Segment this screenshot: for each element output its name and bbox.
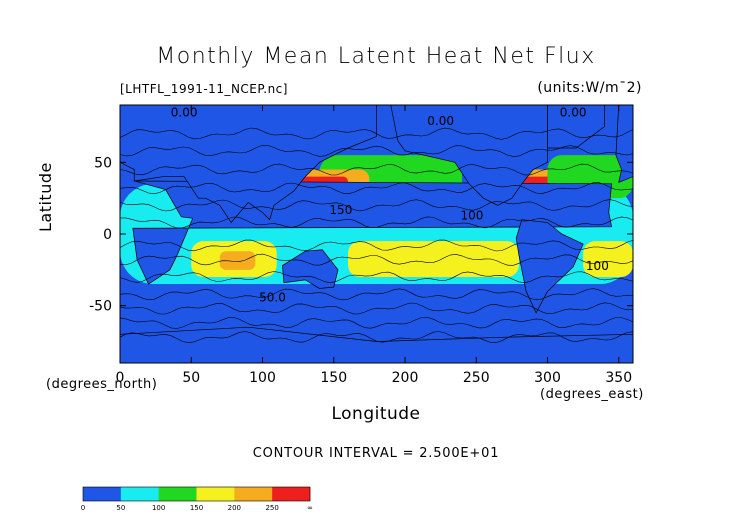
y-tick-label: -50 [89, 299, 112, 315]
y-tick-label: 0 [103, 227, 112, 243]
x-unit-label-right: (degrees_east) [540, 387, 644, 402]
region-south-pacific [348, 241, 519, 277]
colorbar-frame [82, 486, 311, 502]
x-tick-label: 350 [605, 370, 632, 386]
colorbar-tick-label: 250 [265, 504, 278, 512]
region-south-atlantic [583, 241, 633, 277]
contour-line [119, 216, 634, 229]
contour-label: 50.0 [259, 290, 286, 304]
contour-labels: 0.00 0.00 0.00 150 100 100 50.0 [171, 105, 609, 304]
contour-label: 0.00 [560, 105, 587, 119]
x-axis-ticks: 0 50 100 150 200 250 300 350 [116, 105, 632, 386]
colorbar-segment [196, 487, 216, 501]
colorbar-segment [253, 487, 273, 501]
x-tick-label: 150 [320, 370, 347, 386]
region-southern-ocean [120, 284, 633, 320]
colorbar-segment [158, 487, 178, 501]
contour-line [119, 302, 634, 315]
x-axis-label: Longitude [331, 404, 421, 424]
contour-label: 100 [586, 259, 609, 273]
land-australia [282, 249, 339, 289]
x-tick-label: 200 [392, 370, 419, 386]
colorbar-segment [120, 487, 141, 501]
land-masses [119, 104, 634, 364]
colorbar: 0 50 100 150 200 250 ∞ [81, 486, 313, 512]
colorbar-segment [291, 487, 311, 501]
colorbar-segment [83, 487, 103, 501]
contour-line [119, 145, 634, 157]
contour-label: 0.00 [427, 114, 454, 128]
contour-line [119, 239, 634, 252]
file-label: [LHTFL_1991-11_NCEP.nc] [120, 82, 288, 96]
contour-line [119, 317, 634, 329]
x-tick-label: 50 [182, 370, 200, 386]
contour-line [119, 163, 634, 176]
contour-line [119, 331, 634, 344]
colorbar-segment [215, 487, 235, 501]
colorbar-tick-label: 0 [81, 504, 85, 512]
colorbar-tick-label: 200 [228, 504, 241, 512]
contour-line [119, 271, 634, 284]
colorbar-segment [177, 487, 197, 501]
contour-lines [119, 127, 634, 344]
colorbar-tick-label: ∞ [307, 504, 313, 512]
land-south-america [515, 219, 584, 314]
contour-interval-text: CONTOUR INTERVAL = 2.500E+01 [252, 446, 500, 461]
contour-line [119, 253, 634, 266]
y-tick-label: 50 [94, 155, 112, 171]
region-indian-core [219, 251, 256, 270]
x-tick-label: 100 [249, 370, 276, 386]
contour-label: 150 [329, 203, 352, 217]
contour-line [119, 182, 634, 195]
colorbar-segment [101, 487, 122, 501]
contour-line [119, 288, 634, 301]
colorbar-segment [234, 487, 254, 501]
x-tick-label: 0 [116, 370, 125, 386]
colorbar-tick-label: 50 [116, 504, 125, 512]
contour-line [119, 199, 634, 212]
colorbar-tick-label: 100 [152, 504, 165, 512]
colorbar-segment [272, 487, 292, 501]
x-unit-label-left: (degrees_north) [46, 377, 158, 392]
colorbar-tick-label: 150 [190, 504, 203, 512]
y-axis-label: Latitude [36, 162, 55, 232]
contour-label: 0.00 [171, 105, 198, 119]
units-label: (units:W/m¯2) [537, 80, 642, 96]
chart-title: Monthly Mean Latent Heat Net Flux [156, 44, 596, 69]
x-tick-label: 300 [534, 370, 561, 386]
contour-label: 100 [461, 209, 484, 223]
x-tick-label: 250 [463, 370, 490, 386]
colorbar-segment [139, 487, 159, 501]
land-greenland [547, 104, 605, 149]
contour-line [119, 127, 634, 140]
y-axis-ticks: -50 0 50 [89, 155, 633, 315]
